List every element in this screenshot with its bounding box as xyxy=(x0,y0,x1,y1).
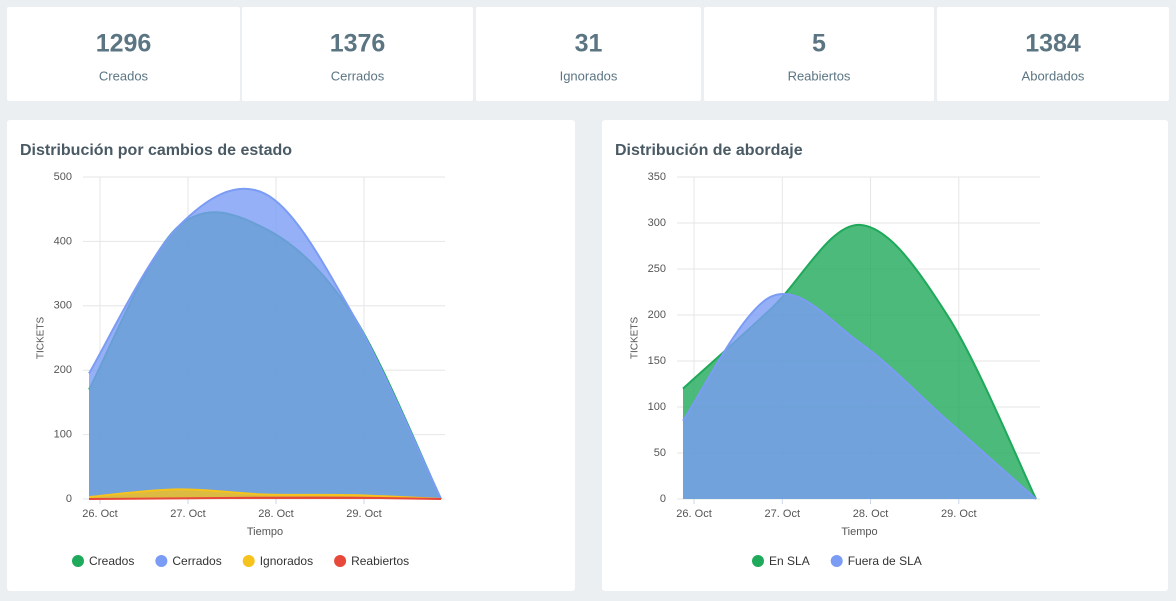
legend-marker xyxy=(242,555,255,567)
y-axis-label: TICKETS xyxy=(36,317,47,360)
x-axis-label: Tiempo xyxy=(247,526,283,538)
legend-label: Reabiertos xyxy=(351,554,409,568)
stat-card xyxy=(242,7,473,101)
legend-marker xyxy=(752,555,764,567)
legend-label: Ignorados xyxy=(260,554,313,568)
y-tick-label: 100 xyxy=(648,401,666,413)
x-tick-label: 28. Oct xyxy=(258,508,293,520)
stat-value: 1384 xyxy=(1025,30,1081,58)
legend-label: Cerrados xyxy=(172,554,221,568)
legend-marker xyxy=(830,555,843,567)
x-tick-label: 28. Oct xyxy=(853,508,888,520)
legend-label: Creados xyxy=(89,554,134,568)
y-tick-label: 250 xyxy=(648,263,666,275)
area xyxy=(89,188,441,499)
legend-marker xyxy=(155,555,168,567)
y-tick-label: 200 xyxy=(648,309,666,321)
x-tick-label: 27. Oct xyxy=(765,508,800,520)
line xyxy=(88,496,442,500)
stat-value: 1376 xyxy=(330,30,386,58)
legend-label: Fuera de SLA xyxy=(848,554,922,568)
y-tick-label: 350 xyxy=(648,171,666,183)
x-tick-label: 29. Oct xyxy=(346,508,381,520)
stat-label: Ignorados xyxy=(560,68,618,83)
legend-marker xyxy=(72,555,84,567)
y-tick-label: 200 xyxy=(54,364,72,376)
x-tick-label: 29. Oct xyxy=(941,508,976,520)
stat-label: Creados xyxy=(99,68,149,83)
x-tick-label: 26. Oct xyxy=(82,508,117,520)
y-tick-label: 400 xyxy=(54,235,72,247)
line xyxy=(682,293,1037,500)
legend-marker xyxy=(334,555,347,567)
stat-label: Cerrados xyxy=(331,68,385,83)
stat-card xyxy=(7,7,240,101)
chart-title: Distribución por cambios de estado xyxy=(20,142,292,159)
chart-title: Distribución de abordaje xyxy=(615,142,803,159)
x-axis-label: Tiempo xyxy=(841,526,877,538)
y-tick-label: 300 xyxy=(648,217,666,229)
stat-card xyxy=(476,7,701,101)
legend-label: En SLA xyxy=(769,554,810,568)
stat-label: Reabiertos xyxy=(788,68,851,83)
stat-value: 31 xyxy=(575,30,603,58)
y-axis-label: TICKETS xyxy=(630,317,641,360)
x-tick-label: 27. Oct xyxy=(170,508,205,520)
y-tick-label: 50 xyxy=(654,447,666,459)
y-tick-label: 0 xyxy=(660,493,666,505)
line xyxy=(88,488,442,500)
stat-value: 1296 xyxy=(96,30,152,58)
y-tick-label: 150 xyxy=(648,355,666,367)
y-tick-label: 500 xyxy=(54,171,72,183)
area xyxy=(683,293,1036,499)
line xyxy=(88,187,442,500)
stat-label: Abordados xyxy=(1022,68,1085,83)
area xyxy=(89,489,441,499)
y-tick-label: 300 xyxy=(54,300,72,312)
stat-card xyxy=(937,7,1169,101)
y-tick-label: 100 xyxy=(54,429,72,441)
stat-value: 5 xyxy=(812,30,826,58)
y-tick-label: 0 xyxy=(66,493,72,505)
x-tick-label: 26. Oct xyxy=(676,508,711,520)
stat-card xyxy=(704,7,934,101)
